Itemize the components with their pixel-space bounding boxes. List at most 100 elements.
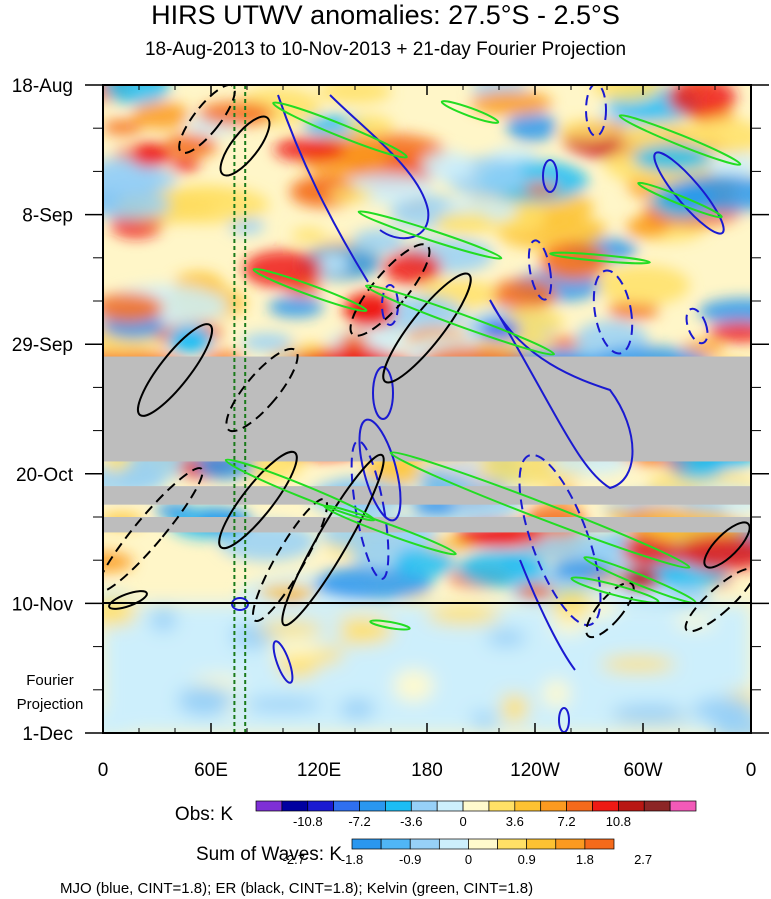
projection-cell: [267, 639, 323, 658]
er-contour: [684, 567, 751, 633]
anomaly-cell: [291, 228, 326, 243]
x-axis: 0 60E 120E 180 120W 60W 0: [98, 85, 757, 781]
mjo-contour: [592, 269, 634, 355]
er-contours-negative: [103, 85, 751, 639]
anomaly-cell: [328, 187, 374, 203]
anomaly-cell: [103, 292, 164, 324]
projection-cell: [339, 698, 376, 720]
anomaly-cell: [550, 560, 614, 580]
kelvin-contour: [323, 504, 457, 556]
anomaly-cell: [130, 143, 170, 167]
projection-cell: [600, 656, 676, 672]
anomaly-cell: [435, 211, 494, 234]
mjo-contour: [277, 94, 369, 283]
colorbar-tick-label: 1.8: [576, 852, 594, 867]
x-tick-label: 0: [746, 760, 757, 781]
colorbar-swatch: [307, 800, 334, 812]
colorbar-swatch: [281, 800, 309, 812]
mjo-contour: [381, 284, 399, 326]
colorbar-swatch: [555, 838, 586, 850]
projection-cell: [241, 697, 323, 712]
anomaly-cell: [154, 501, 194, 519]
kelvin-contour: [389, 451, 691, 569]
colorbar-swatch: [436, 800, 464, 812]
colorbar-swatch: [462, 800, 490, 812]
colorbar-swatch: [669, 800, 697, 812]
colorbar-swatch: [584, 838, 615, 850]
projection-cell: [610, 704, 691, 724]
anomaly-cell: [103, 85, 170, 105]
anomaly-cell: [517, 583, 555, 603]
fourier-projection-label: Fourier Projection: [17, 672, 84, 713]
colorbar-tick-label: 10.8: [606, 814, 631, 829]
anomaly-cell: [318, 85, 392, 104]
mjo-contour: [542, 159, 558, 193]
colorbar-swatch: [566, 800, 593, 812]
y-tick-label: 1-Dec: [22, 724, 73, 745]
x-tick-label: 60W: [623, 760, 662, 781]
missing-data-band: [103, 517, 751, 533]
anomaly-cell: [132, 101, 190, 130]
anomaly-cell: [196, 190, 242, 207]
y-tick-label: 10-Nov: [12, 594, 74, 615]
colorbar-swatch: [359, 800, 386, 812]
er-contours: [108, 115, 751, 627]
er-contour: [251, 497, 329, 623]
anomaly-cell: [633, 144, 712, 172]
anomaly-cell: [677, 534, 751, 571]
er-contour: [349, 243, 431, 337]
colorbar-swatch: [643, 800, 671, 812]
projection-cell: [150, 607, 177, 632]
plot-area: [103, 85, 751, 733]
waves-colorbar: Sum of Waves: K-2.7 -1.8 -0.9 0 0.9 1.8 2.7: [196, 838, 652, 867]
er-contour: [136, 323, 214, 417]
colorbar-swatch: [468, 838, 498, 850]
y-tick-label: 29-Sep: [12, 335, 73, 356]
anomaly-cell: [456, 549, 547, 588]
kelvin-contour: [570, 576, 660, 604]
projection-cell: [550, 617, 587, 634]
er-contour: [703, 521, 751, 569]
colorbar-swatch: [618, 800, 645, 812]
projection-cell: [498, 692, 529, 723]
projection-cell: [469, 699, 506, 714]
mjo-contour: [372, 366, 394, 420]
projection-cell: [542, 679, 570, 708]
colorbar-tick-label: -0.9: [399, 852, 421, 867]
er-contour: [219, 115, 271, 177]
kelvin-contour: [637, 181, 723, 219]
er-contour: [103, 467, 204, 593]
colorbar-tick-label: 2.7: [634, 852, 652, 867]
colorbar-tick-label: 0.9: [518, 852, 536, 867]
x-tick-label: 120E: [297, 760, 341, 781]
colorbar-tick-label: -2.7: [283, 852, 305, 867]
anomaly-cell: [103, 551, 134, 573]
anomaly-cell: [168, 158, 201, 173]
anomaly-cell: [698, 298, 751, 326]
fourier-projection-line: Projection: [17, 696, 84, 713]
anomaly-cell: [103, 191, 171, 219]
x-tick-label: 180: [411, 760, 443, 781]
projection-cell: [163, 652, 193, 665]
colorbar-label: Obs: K: [175, 804, 233, 825]
er-contour: [218, 450, 298, 550]
chart-subtitle: 18-Aug-2013 to 10-Nov-2013 + 21-day Four…: [144, 39, 627, 60]
anomaly-cell: [667, 85, 736, 118]
projection-cell: [177, 685, 234, 716]
colorbar-tick-label: 0: [465, 852, 472, 867]
projection-cell: [645, 616, 680, 648]
anomaly-cell: [243, 250, 323, 288]
anomaly-cell: [620, 568, 660, 592]
colorbar-swatch: [526, 838, 557, 850]
kelvin-contour: [357, 210, 503, 260]
anomaly-cell: [597, 265, 690, 306]
missing-data-band: [103, 356, 751, 462]
anomaly-cell: [168, 326, 212, 354]
y-axis: 18-Aug 8-Sep 29-Sep 20-Oct 10-Nov 1-Dec: [12, 76, 769, 745]
projection-cell: [257, 620, 326, 636]
anomaly-cell: [593, 85, 662, 103]
reference-longitude-lines: [233, 85, 247, 733]
projection-cell: [550, 591, 595, 619]
anomaly-cell: [197, 101, 275, 126]
